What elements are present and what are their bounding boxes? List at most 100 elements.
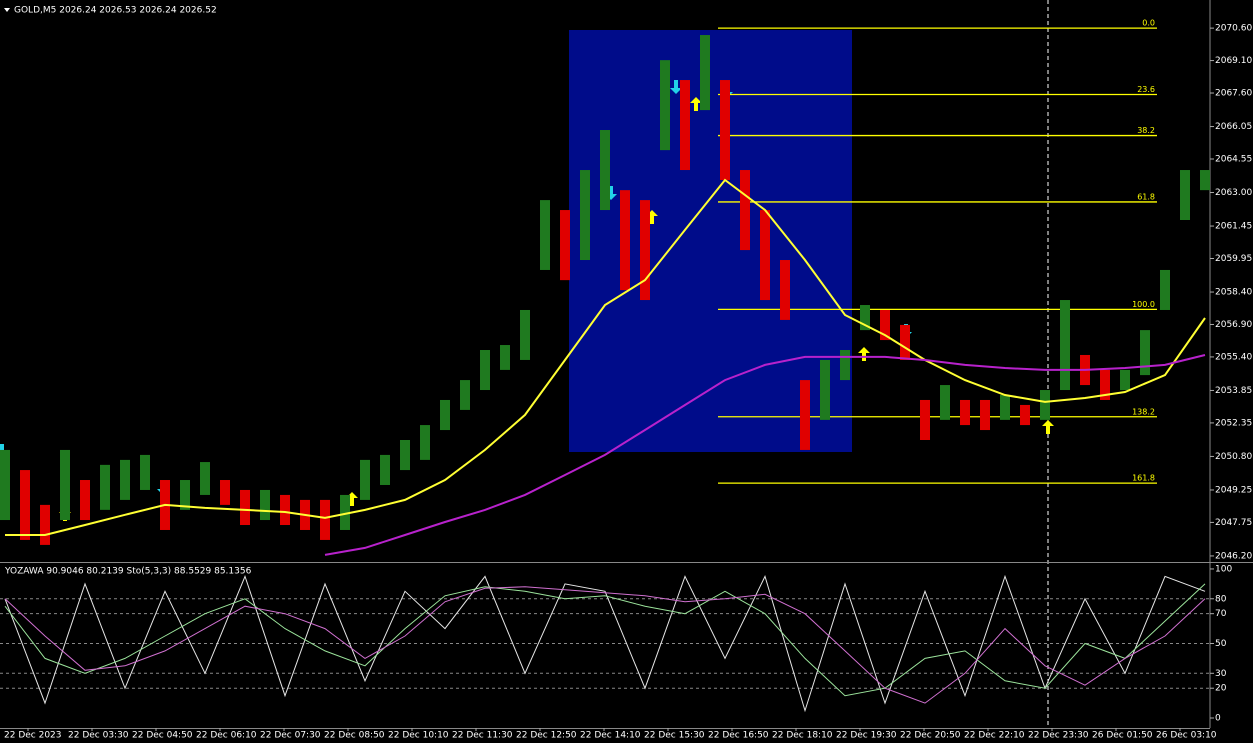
fib-label: 38.2	[1137, 126, 1155, 135]
x-tick-label: 22 Dec 08:50	[324, 731, 385, 741]
y-tick-label: 2050.80	[1215, 452, 1252, 462]
price-bar	[1200, 170, 1210, 191]
x-tick-label: 22 Dec 23:30	[1028, 731, 1089, 741]
price-bar	[1020, 404, 1030, 426]
price-bar	[120, 459, 130, 500]
price-bar	[0, 449, 10, 521]
oscillator-line	[4, 583, 1206, 697]
price-bar	[1000, 395, 1010, 420]
y-tick-label: 2056.90	[1215, 320, 1252, 330]
price-bar	[380, 454, 390, 485]
price-bar	[960, 399, 970, 426]
y-tick-label: 2067.60	[1215, 89, 1252, 99]
price-bar	[820, 359, 830, 420]
price-bar	[940, 385, 950, 420]
price-bar	[980, 399, 990, 431]
y-tick-label: 2066.05	[1215, 122, 1252, 132]
price-bar	[320, 499, 330, 540]
y-tick-label: 2052.35	[1215, 418, 1252, 428]
y-tick-label: 70	[1215, 609, 1227, 619]
price-bar	[1060, 300, 1070, 391]
price-bar	[260, 489, 270, 521]
price-bar	[460, 380, 470, 410]
y-tick-label: 2063.00	[1215, 188, 1252, 198]
y-tick-label: 80	[1215, 594, 1227, 604]
price-bar	[720, 80, 730, 180]
price-bar	[20, 470, 30, 540]
x-tick-label: 22 Dec 22:10	[964, 731, 1025, 741]
y-tick-label: 2047.75	[1215, 518, 1252, 528]
price-bar	[60, 449, 70, 521]
moving-average	[324, 354, 1206, 556]
price-bar	[1120, 369, 1130, 391]
y-tick-label: 2055.40	[1215, 352, 1252, 362]
price-bar	[200, 462, 210, 495]
price-bar	[220, 480, 230, 505]
up-arrow	[858, 347, 870, 361]
x-tick-label: 22 Dec 15:30	[644, 731, 705, 741]
price-bar	[840, 350, 850, 381]
y-tick-label: 50	[1215, 639, 1227, 649]
price-bar	[900, 324, 910, 360]
x-tick-label: 22 Dec 16:50	[708, 731, 769, 741]
price-bar	[600, 130, 610, 211]
price-bar	[1100, 369, 1110, 400]
x-tick-label: 22 Dec 18:10	[772, 731, 833, 741]
price-bar	[280, 494, 290, 526]
price-bar	[780, 260, 790, 320]
x-tick-label: 22 Dec 20:50	[900, 731, 961, 741]
y-tick-label: 2049.25	[1215, 485, 1252, 495]
price-bar	[440, 399, 450, 431]
price-bar	[80, 480, 90, 521]
y-tick-label: 20	[1215, 684, 1227, 694]
up-arrow	[690, 97, 702, 111]
fib-label: 100.0	[1132, 300, 1155, 309]
x-tick-label: 22 Dec 11:30	[452, 731, 513, 741]
y-tick-label: 2053.85	[1215, 386, 1252, 396]
fib-label: 61.8	[1137, 192, 1155, 201]
chart-title: GOLD,M5 2026.24 2026.53 2026.24 2026.52	[14, 6, 217, 16]
y-tick-label: 2064.55	[1215, 154, 1252, 164]
price-bar	[620, 190, 630, 291]
price-bar	[560, 210, 570, 281]
down-arrow	[670, 80, 682, 94]
y-tick-label: 2058.40	[1215, 288, 1252, 298]
oscillator-line	[4, 574, 1206, 713]
x-tick-label: 26 Dec 01:50	[1092, 731, 1153, 741]
fib-label: 161.8	[1132, 474, 1155, 483]
up-arrow	[1042, 420, 1054, 434]
price-bar	[180, 480, 190, 510]
fib-label: 138.2	[1132, 407, 1155, 416]
price-bar	[520, 309, 530, 360]
moving-average	[5, 178, 1206, 536]
y-tick-label: 100	[1215, 564, 1232, 574]
x-tick-label: 22 Dec 04:50	[132, 731, 193, 741]
price-bar	[400, 439, 410, 471]
y-tick-label: 2069.10	[1215, 56, 1252, 66]
signal-arrows	[0, 80, 1054, 521]
price-bar	[760, 210, 770, 301]
x-tick-label: 22 Dec 2023	[4, 731, 62, 741]
price-bar	[500, 345, 510, 370]
x-tick-label: 22 Dec 06:10	[196, 731, 257, 741]
indicator-title: YOZAWA 90.9046 80.2139 Sto(5,3,3) 88.552…	[4, 567, 252, 577]
oscillator-line	[4, 586, 1206, 704]
price-bar	[1140, 330, 1150, 376]
y-tick-label: 2046.20	[1215, 551, 1252, 561]
price-bar	[540, 200, 550, 270]
menu-triangle	[4, 8, 10, 12]
price-bar	[740, 170, 750, 251]
price-bar	[860, 305, 870, 331]
x-tick-label: 22 Dec 14:10	[580, 731, 641, 741]
price-bar	[140, 454, 150, 490]
fib-label: 0.0	[1142, 19, 1155, 28]
x-tick-label: 22 Dec 03:30	[68, 731, 129, 741]
price-bar	[40, 504, 50, 545]
price-bar	[880, 309, 890, 341]
price-bar	[640, 200, 650, 301]
price-bar	[240, 489, 250, 526]
price-bar	[700, 35, 710, 111]
y-tick-label: 0	[1215, 714, 1221, 724]
y-tick-label: 2061.45	[1215, 222, 1252, 232]
